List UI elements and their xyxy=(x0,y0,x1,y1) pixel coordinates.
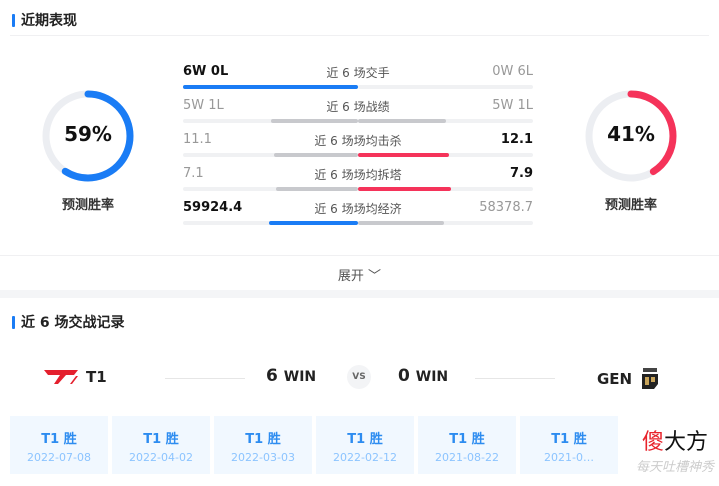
stat-row: 7.1 近 6 场场均拆塔 7.9 xyxy=(183,166,533,191)
stat-left-value: 5W 1L xyxy=(183,98,224,113)
right-win-rate: 41% xyxy=(607,122,655,146)
stat-left-bar xyxy=(183,153,358,157)
divider xyxy=(475,378,555,379)
score-left: 6 WIN xyxy=(266,366,316,386)
win-label: WIN xyxy=(415,369,449,385)
divider xyxy=(165,378,245,379)
team-left[interactable]: T1 xyxy=(44,368,107,386)
watermark-name: 大方 xyxy=(664,430,709,455)
stat-right-fill xyxy=(358,153,449,157)
stat-left-value: 6W 0L xyxy=(183,64,229,79)
stat-right-value: 0W 6L xyxy=(492,64,533,79)
stat-left-bar xyxy=(183,221,358,225)
stat-row: 5W 1L 近 6 场战绩 5W 1L xyxy=(183,98,533,123)
stat-left-fill xyxy=(274,153,358,157)
stat-right-value: 12.1 xyxy=(500,132,533,147)
win-rate-arc xyxy=(42,90,134,182)
match-result: T1 胜 xyxy=(143,432,179,447)
score-right: 0 WIN xyxy=(398,366,448,386)
right-win-rate-label: 预测胜率 xyxy=(604,198,657,213)
title-accent-bar xyxy=(12,13,15,27)
stat-right-value: 58378.7 xyxy=(479,200,533,215)
stat-right-bar xyxy=(358,153,533,157)
match-date: 2021-08-22 xyxy=(435,451,499,464)
stat-left-bar xyxy=(183,85,358,89)
left-win-rate-label: 预测胜率 xyxy=(61,198,114,213)
match-result: T1 胜 xyxy=(347,432,383,447)
section-title: 近 6 场交战记录 xyxy=(12,312,125,332)
stat-right-bar xyxy=(358,85,533,89)
match-item[interactable]: T1 胜 2022-07-08 xyxy=(10,416,108,474)
match-item[interactable]: T1 胜 2021-08-22 xyxy=(418,416,516,474)
watermark-red-char: 傻 xyxy=(642,430,665,455)
match-item[interactable]: T1 胜 2022-04-02 xyxy=(112,416,210,474)
stat-right-value: 5W 1L xyxy=(492,98,533,113)
t1-logo-icon xyxy=(44,370,78,384)
left-win-rate-ring: 59% xyxy=(40,88,136,184)
gen-g-logo-icon xyxy=(642,368,659,389)
match-date: 2022-02-12 xyxy=(333,451,397,464)
right-win-rate-ring: 41% xyxy=(583,88,679,184)
left-win-rate: 59% xyxy=(64,122,112,146)
section-title: 近期表现 xyxy=(12,10,77,30)
match-result: T1 胜 xyxy=(41,432,77,447)
watermark: 傻大方 xyxy=(642,424,709,456)
match-result: T1 胜 xyxy=(449,432,485,447)
stat-row: 59924.4 近 6 场场均经济 58378.7 xyxy=(183,200,533,225)
title-text: 近期表现 xyxy=(21,13,77,29)
stat-left-value: 7.1 xyxy=(183,166,204,181)
team-right[interactable]: GEN xyxy=(597,368,660,390)
vs-badge: VS xyxy=(347,365,371,389)
match-history-card: 近 6 场交战记录 T1 6 WIN VS 0 WIN GEN T1 胜 2022… xyxy=(0,298,719,486)
match-item[interactable]: T1 胜 2021-0… xyxy=(520,416,618,474)
score-right-value: 0 xyxy=(398,366,410,386)
stat-row: 11.1 近 6 场场均击杀 12.1 xyxy=(183,132,533,157)
score-left-value: 6 xyxy=(266,366,278,386)
match-date: 2021-0… xyxy=(544,451,594,464)
title-accent-bar xyxy=(12,315,15,329)
stat-row: 6W 0L 近 6 场交手 0W 6L xyxy=(183,64,533,89)
win-rate-arc xyxy=(585,90,677,182)
stat-left-fill xyxy=(183,85,358,89)
win-label: WIN xyxy=(283,369,317,385)
stat-label: 近 6 场战绩 xyxy=(326,100,390,114)
stat-left-value: 59924.4 xyxy=(183,200,243,215)
stat-label: 近 6 场场均经济 xyxy=(314,202,402,216)
stat-left-fill xyxy=(275,187,358,191)
stat-left-fill xyxy=(268,221,358,225)
stat-left-bar xyxy=(183,119,358,123)
stat-right-fill xyxy=(358,187,451,191)
stat-right-bar xyxy=(358,119,533,123)
match-date: 2022-07-08 xyxy=(27,451,91,464)
stat-label: 近 6 场交手 xyxy=(326,66,390,80)
divider xyxy=(10,35,709,36)
stat-left-value: 11.1 xyxy=(183,132,212,147)
stat-right-fill xyxy=(358,221,444,225)
stat-left-bar xyxy=(183,187,358,191)
match-result: T1 胜 xyxy=(551,432,587,447)
watermark-sub: 每天吐槽神秀 xyxy=(636,460,715,475)
recent-performance-card: 近期表现 59% 预测胜率 41% 预测胜率 6W 0L 近 6 场交手 0W … xyxy=(0,0,719,290)
match-item[interactable]: T1 胜 2022-03-03 xyxy=(214,416,312,474)
stat-right-fill xyxy=(358,119,446,123)
team-right-name: GEN xyxy=(597,370,633,388)
stat-label: 近 6 场场均击杀 xyxy=(314,134,402,148)
stat-right-value: 7.9 xyxy=(509,166,533,181)
team-left-name: T1 xyxy=(86,368,107,386)
match-date: 2022-03-03 xyxy=(231,451,295,464)
stat-left-fill xyxy=(270,119,358,123)
title-text: 近 6 场交战记录 xyxy=(21,315,125,331)
match-date: 2022-04-02 xyxy=(129,451,193,464)
stat-label: 近 6 场场均拆塔 xyxy=(314,168,402,182)
expand-button[interactable]: 展开 ﹀ xyxy=(337,269,382,284)
match-item[interactable]: T1 胜 2022-02-12 xyxy=(316,416,414,474)
stat-right-bar xyxy=(358,187,533,191)
divider xyxy=(0,255,719,256)
match-result: T1 胜 xyxy=(245,432,281,447)
stat-right-bar xyxy=(358,221,533,225)
